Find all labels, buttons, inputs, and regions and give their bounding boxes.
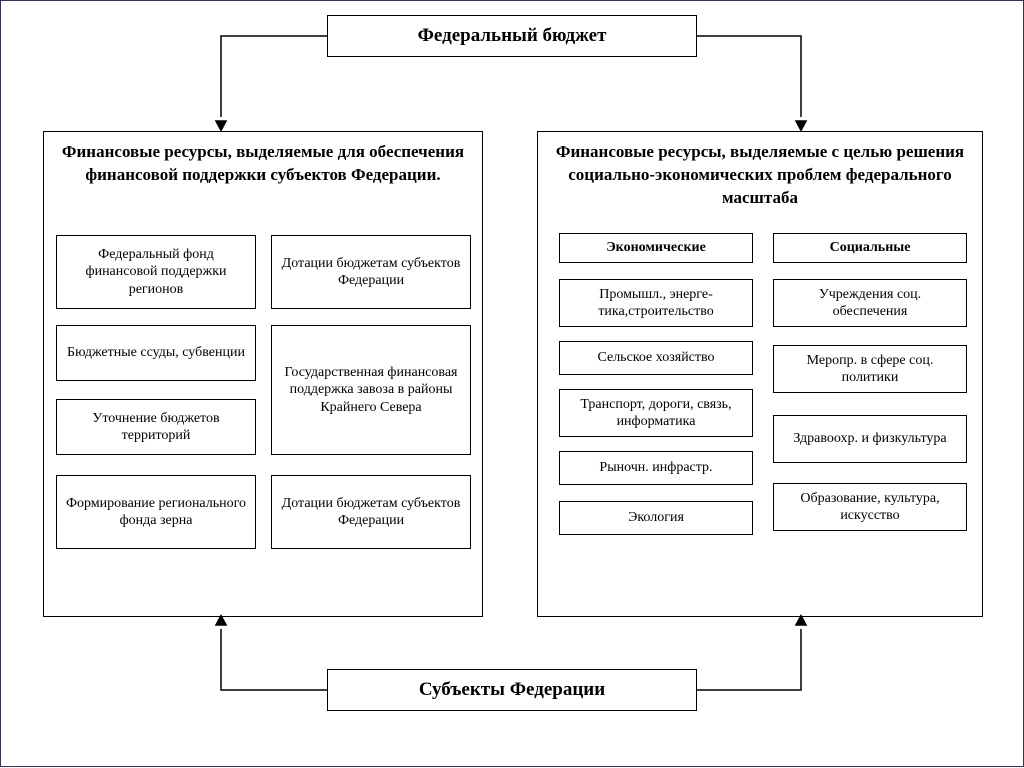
economic-item-1: Сельское хозяйство: [559, 341, 753, 375]
left-cell-3: Формирование регионального фонда зерна: [56, 475, 256, 549]
federal-budget-label: Федеральный бюджет: [418, 24, 607, 48]
social-item-3-label: Образование, культура, искусство: [780, 490, 960, 525]
economic-item-2-label: Транспорт, дороги, связь, информатика: [566, 396, 746, 431]
economic-item-3-label: Рыночн. инфрастр.: [599, 459, 712, 477]
left-cell-4: Дотации бюджетам субъектов Федерации: [271, 235, 471, 309]
social-item-2-label: Здравоохр. и физкультура: [793, 430, 946, 448]
economic-item-0-label: Промышл., энерге­тика,строительство: [566, 286, 746, 321]
left-cell-0: Федеральный фонд финансовой под­держки р…: [56, 235, 256, 309]
economic-header: Экономические: [559, 233, 753, 263]
left-cell-5: Государственная финансовая под­держка за…: [271, 325, 471, 455]
left-cell-0-label: Федеральный фонд финансовой под­держки р…: [63, 246, 249, 299]
social-header: Социальные: [773, 233, 967, 263]
economic-item-2: Транспорт, дороги, связь, информатика: [559, 389, 753, 437]
right-panel-title: Финансовые ресурсы, выделяемые с це­лью …: [537, 141, 983, 231]
economic-item-1-label: Сельское хозяйство: [597, 349, 714, 367]
economic-item-4-label: Экология: [628, 509, 684, 527]
social-item-1-label: Меропр. в сфере соц. политики: [780, 352, 960, 387]
left-cell-5-label: Государственная финансовая под­держка за…: [278, 364, 464, 417]
left-cell-1-label: Бюджетные ссуды, субвенции: [67, 344, 245, 362]
social-item-2: Здравоохр. и физкультура: [773, 415, 967, 463]
social-item-3: Образование, культура, искусство: [773, 483, 967, 531]
social-header-label: Социальные: [830, 239, 911, 257]
right-panel-title-text: Финансовые ресурсы, выделяемые с це­лью …: [556, 142, 964, 207]
economic-item-3: Рыночн. инфрастр.: [559, 451, 753, 485]
social-item-0: Учреждения соц. обеспечения: [773, 279, 967, 327]
left-panel-title-text: Финансовые ресурсы, выделяемые для обесп…: [62, 142, 464, 184]
federal-budget-box: Федеральный бюджет: [327, 15, 697, 57]
federation-subjects-box: Субъекты Федерации: [327, 669, 697, 711]
left-cell-3-label: Формирование регионального фонда зерна: [63, 495, 249, 530]
economic-header-label: Экономические: [606, 239, 706, 257]
left-cell-6: Дотации бюджетам субъектов Федерации: [271, 475, 471, 549]
left-cell-4-label: Дотации бюджетам субъектов Федерации: [278, 255, 464, 290]
economic-item-4: Экология: [559, 501, 753, 535]
social-item-1: Меропр. в сфере соц. политики: [773, 345, 967, 393]
left-cell-2-label: Уточнение бюдже­тов территорий: [63, 410, 249, 445]
left-cell-1: Бюджетные ссуды, субвенции: [56, 325, 256, 381]
economic-item-0: Промышл., энерге­тика,строительство: [559, 279, 753, 327]
left-panel-title: Финансовые ресурсы, выделяемые для обесп…: [43, 141, 483, 231]
left-cell-2: Уточнение бюдже­тов территорий: [56, 399, 256, 455]
diagram-frame: Федеральный бюджет Субъекты Федерации Фи…: [0, 0, 1024, 767]
left-cell-6-label: Дотации бюджетам субъектов Федерации: [278, 495, 464, 530]
federation-subjects-label: Субъекты Федерации: [419, 678, 605, 702]
social-item-0-label: Учреждения соц. обеспечения: [780, 286, 960, 321]
